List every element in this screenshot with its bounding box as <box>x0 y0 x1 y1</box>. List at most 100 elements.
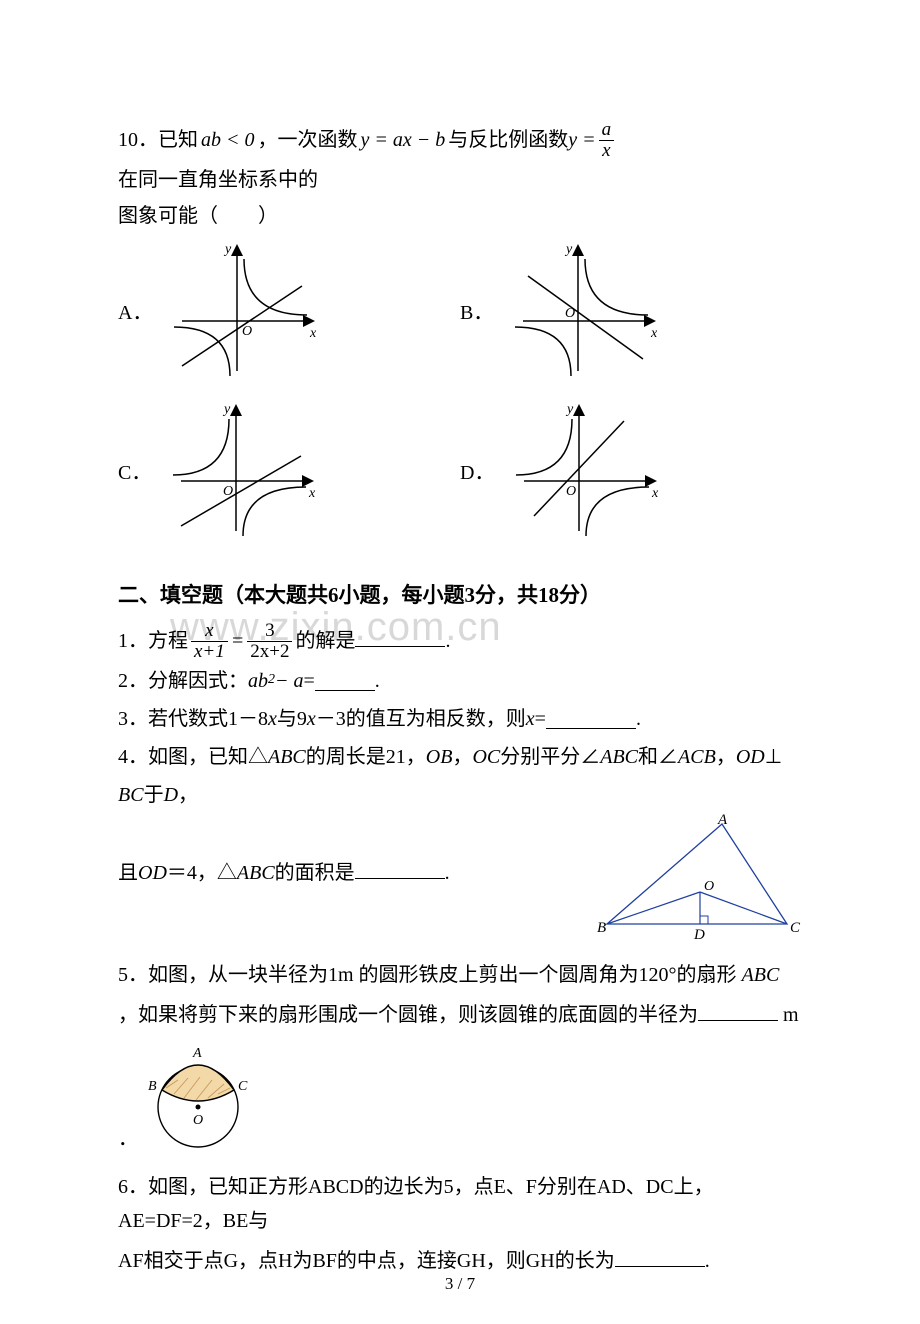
f1-frac2: 3 2x+2 <box>247 621 292 662</box>
f4-l1b: 的周长是21， <box>306 738 426 776</box>
q10-hyper-lhs: y = <box>568 121 595 159</box>
f4-abc2: ABC <box>600 738 638 776</box>
f1-frac1: x x+1 <box>191 621 228 662</box>
f6-l1: 6．如图，已知正方形ABCD的边长为5，点E、F分别在AD、DC上，AE=DF=… <box>118 1170 802 1238</box>
q10-line1: 10．已知 ab < 0 ，一次函数 y = ax − b 与反比例函数 y =… <box>118 120 802 199</box>
f3-xeq: x <box>526 700 535 738</box>
q10-mid1: ，一次函数 <box>258 121 358 159</box>
f3-blank <box>546 709 636 729</box>
opt-a-label: A． <box>118 296 152 325</box>
tri-C: C <box>790 920 801 936</box>
f3-prefix: 3．若代数式1－8 <box>118 700 268 738</box>
opt-d-label: D． <box>460 456 494 485</box>
svg-text:x: x <box>309 326 317 341</box>
f5-blank <box>698 1001 778 1021</box>
f4-l1d: 于 <box>144 776 164 814</box>
svg-text:y: y <box>564 242 573 257</box>
f5-row: ． A B C O <box>118 1038 802 1162</box>
tri-A: A <box>717 814 728 828</box>
f2-sup: 2 <box>268 667 275 694</box>
q10-opt-b: B． x y O <box>460 241 802 381</box>
svg-text:y: y <box>565 402 574 417</box>
svg-text:x: x <box>308 486 316 501</box>
f2: 2．分解因式： ab2 − a = . <box>118 662 802 700</box>
f1-d1: x+1 <box>191 641 228 662</box>
cone-A: A <box>192 1046 202 1061</box>
opt-c-label: C． <box>118 456 151 485</box>
f2-expr: ab <box>248 662 268 700</box>
f4-c1: ， <box>452 738 472 776</box>
f4-l1a: 4．如图，已知△ <box>118 738 268 776</box>
q10-opt-c: C． x y O <box>118 401 460 541</box>
q10-hyper-frac: a x <box>599 120 615 161</box>
q10-options: A． x y O <box>118 241 802 561</box>
f5-l2-txt: ，如果将剪下来的扇形围成一个圆锥，则该圆锥的底面圆的半径为 m <box>118 1004 799 1026</box>
f4-l1: 4．如图，已知△ABC 的周长是21， OB， OC 分别平分∠ABC 和∠AC… <box>118 738 802 814</box>
svg-text:y: y <box>223 242 232 257</box>
tri-D: D <box>693 927 705 943</box>
f4-perp: ⊥ <box>765 738 782 776</box>
q10-line2: 图象可能（ ） <box>118 199 802 233</box>
f1-prefix: 1．方程 <box>118 622 188 660</box>
q10-mid2: 与反比例函数 <box>448 121 568 159</box>
f6-l2-txt: AF相交于点G，点H为BF的中点，连接GH，则GH的长为. <box>118 1250 710 1272</box>
q10-lineeq: y = ax − b <box>361 121 446 159</box>
cone-C: C <box>238 1079 248 1094</box>
f4-l2a: 且 <box>118 854 138 892</box>
tri-O: O <box>704 879 714 894</box>
f1-d2-txt: 2x+2 <box>250 641 289 662</box>
f3-x1: x <box>268 700 277 738</box>
svg-text:O: O <box>242 324 252 339</box>
graph-a: x y O <box>162 241 322 381</box>
f5-abc: ABC <box>742 964 780 986</box>
q10-cond: ab < 0 <box>201 121 255 159</box>
f6-l2: AF相交于点G，点H为BF的中点，连接GH，则GH的长为. <box>118 1244 802 1278</box>
q10-opt-a: A． x y O <box>118 241 460 381</box>
cone-O: O <box>193 1113 203 1128</box>
svg-text:x: x <box>651 486 659 501</box>
f4-od2: OD <box>138 854 167 892</box>
f4-abc1: ABC <box>268 738 306 776</box>
f3-mid2: －3的值互为相反数，则 <box>316 700 526 738</box>
f3-x2: x <box>307 700 316 738</box>
f4-l2: 且 OD ＝4，△ ABC 的面积是. <box>118 854 582 892</box>
f4-abc3: ABC <box>237 854 275 892</box>
f5-l1-wrap: 5．如图，从一块半径为1m 的圆形铁皮上剪出一个圆周角为120°的扇形 ABC <box>118 958 802 992</box>
f2-prefix: 2．分解因式： <box>118 662 248 700</box>
f1-n1: x <box>202 621 216 641</box>
f5-l1: 5．如图，从一块半径为1m 的圆形铁皮上剪出一个圆周角为120°的扇形 <box>118 964 737 986</box>
f4-d: D <box>164 776 178 814</box>
f3-eq: = <box>535 700 546 738</box>
svg-text:x: x <box>650 326 658 341</box>
f1-suffix: 的解是. <box>295 622 450 660</box>
f2-expr2: − a <box>275 662 304 700</box>
q10-hyper-num: a <box>599 120 615 140</box>
triangle-figure: A B C O D <box>592 814 802 944</box>
f4-c3: ， <box>178 776 198 814</box>
cone-B: B <box>148 1079 157 1094</box>
f4-l1c: 分别平分∠ <box>500 738 600 776</box>
f1-eq: = <box>231 622 245 660</box>
f5-dot: ． <box>118 1122 138 1156</box>
q10-hyper-den: x <box>599 140 613 161</box>
f5-l2: ，如果将剪下来的扇形围成一个圆锥，则该圆锥的底面圆的半径为 m <box>118 998 802 1032</box>
f1-d1-txt: x+1 <box>194 641 225 662</box>
tri-B: B <box>597 920 606 936</box>
f4-l2b: 的面积是. <box>275 854 450 892</box>
q10-opt-d: D． x y O <box>460 401 802 541</box>
f4-and: 和∠ <box>638 738 678 776</box>
f2-eq: = <box>304 662 315 700</box>
f1: 1．方程 x x+1 = 3 2x+2 的解是. <box>118 621 802 662</box>
f4-oc: OC <box>472 738 500 776</box>
f4-blank <box>355 859 445 879</box>
svg-text:y: y <box>222 402 231 417</box>
svg-text:O: O <box>566 484 576 499</box>
cone-figure: A B C O <box>138 1042 258 1152</box>
f2-suffix: . <box>375 662 380 700</box>
q10-suffix: 在同一直角坐标系中的 <box>118 161 318 199</box>
f6-blank <box>615 1247 705 1267</box>
opt-b-label: B． <box>460 296 493 325</box>
q10-prefix: 10．已知 <box>118 121 198 159</box>
f1-d2: 2x+2 <box>247 641 292 662</box>
f4-bc: BC <box>118 776 144 814</box>
